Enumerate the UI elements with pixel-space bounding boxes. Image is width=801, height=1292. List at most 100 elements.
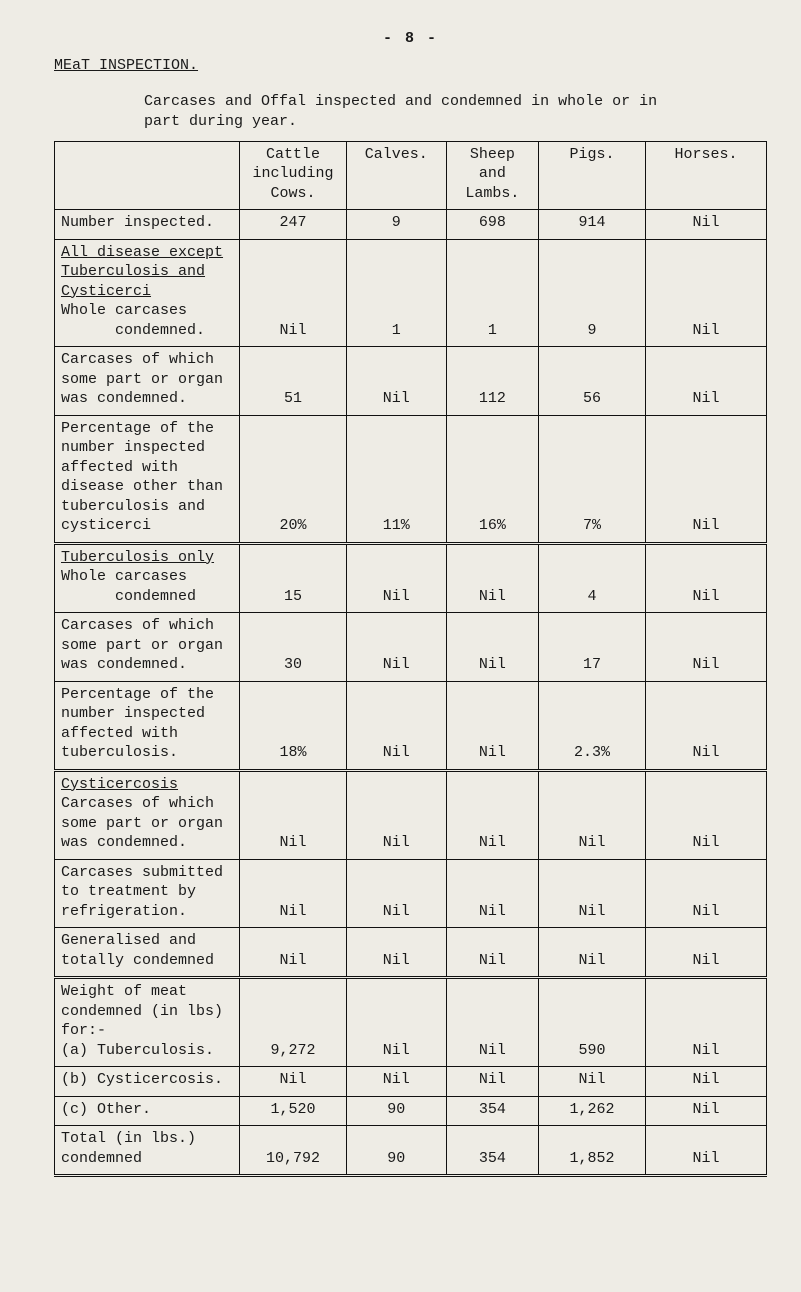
cell-c4: 56 (539, 347, 646, 416)
cell-c1: 51 (240, 347, 347, 416)
table-row: (c) Other.1,520903541,262Nil (55, 1096, 767, 1126)
cell-c1: 10,792 (240, 1126, 347, 1176)
cell-c5: Nil (645, 928, 766, 978)
cell-c2: Nil (346, 543, 446, 613)
cell-c3: 1 (446, 239, 539, 347)
table-row: Carcases of which some part or organ was… (55, 347, 767, 416)
cell-c3: Nil (446, 613, 539, 682)
cell-c4: 4 (539, 543, 646, 613)
table-row: Number inspected.2479698914Nil (55, 210, 767, 240)
cell-c3: 354 (446, 1126, 539, 1176)
table-row: (b) Cysticercosis.NilNilNilNilNil (55, 1067, 767, 1097)
cell-c4: 590 (539, 978, 646, 1067)
row-label: Percentage of the number inspected affec… (55, 415, 240, 543)
cell-c4: 17 (539, 613, 646, 682)
col-header-horses: Horses. (645, 141, 766, 210)
cell-c3: 354 (446, 1096, 539, 1126)
cell-c3: Nil (446, 978, 539, 1067)
inspection-table: Cattle including Cows. Calves. Sheep and… (54, 141, 767, 1178)
row-label: Percentage of the number inspected affec… (55, 681, 240, 770)
page-title: MEaT INSPECTION. (54, 57, 767, 74)
cell-c3: Nil (446, 543, 539, 613)
cell-c4: 7% (539, 415, 646, 543)
row-label: Tuberculosis onlyWhole carcases condemne… (55, 543, 240, 613)
col-header-pigs: Pigs. (539, 141, 646, 210)
col-header-label (55, 141, 240, 210)
cell-c1: 9,272 (240, 978, 347, 1067)
cell-c1: 247 (240, 210, 347, 240)
cell-c5: Nil (645, 770, 766, 859)
row-label: Generalised and totally condemned (55, 928, 240, 978)
cell-c3: Nil (446, 1067, 539, 1097)
cell-c1: Nil (240, 928, 347, 978)
cell-c1: 1,520 (240, 1096, 347, 1126)
cell-c2: 1 (346, 239, 446, 347)
row-label: Carcases submitted to treatment by refri… (55, 859, 240, 928)
cell-c2: 90 (346, 1096, 446, 1126)
cell-c5: Nil (645, 1126, 766, 1176)
cell-c5: Nil (645, 347, 766, 416)
cell-c3: Nil (446, 859, 539, 928)
intro-line-1: Carcases and Offal inspected and condemn… (144, 93, 657, 110)
row-label: Total (in lbs.) condemned (55, 1126, 240, 1176)
table-row: Total (in lbs.) condemned10,792903541,85… (55, 1126, 767, 1176)
cell-c4: Nil (539, 859, 646, 928)
cell-c5: Nil (645, 1067, 766, 1097)
cell-c1: Nil (240, 239, 347, 347)
cell-c4: 914 (539, 210, 646, 240)
cell-c1: 15 (240, 543, 347, 613)
cell-c3: Nil (446, 770, 539, 859)
table-row: Percentage of the number inspected affec… (55, 681, 767, 770)
cell-c2: 90 (346, 1126, 446, 1176)
table-header-row: Cattle including Cows. Calves. Sheep and… (55, 141, 767, 210)
row-label: (c) Other. (55, 1096, 240, 1126)
cell-c2: Nil (346, 681, 446, 770)
table-row: Carcases of which some part or organ was… (55, 613, 767, 682)
cell-c2: Nil (346, 613, 446, 682)
cell-c5: Nil (645, 613, 766, 682)
row-label: Carcases of which some part or organ was… (55, 613, 240, 682)
intro-text: Carcases and Offal inspected and condemn… (144, 92, 767, 133)
row-label: Number inspected. (55, 210, 240, 240)
cell-c2: Nil (346, 1067, 446, 1097)
table-row: Carcases submitted to treatment by refri… (55, 859, 767, 928)
cell-c1: Nil (240, 1067, 347, 1097)
cell-c1: Nil (240, 770, 347, 859)
cell-c5: Nil (645, 978, 766, 1067)
cell-c5: Nil (645, 681, 766, 770)
cell-c4: 2.3% (539, 681, 646, 770)
table-row: Generalised and totally condemnedNilNilN… (55, 928, 767, 978)
cell-c2: 9 (346, 210, 446, 240)
table-row: All disease exceptTuberculosis andCystic… (55, 239, 767, 347)
table-row: Weight of meat condemned (in lbs) for:-(… (55, 978, 767, 1067)
cell-c5: Nil (645, 1096, 766, 1126)
cell-c3: 112 (446, 347, 539, 416)
row-label: (b) Cysticercosis. (55, 1067, 240, 1097)
cell-c2: 11% (346, 415, 446, 543)
cell-c3: Nil (446, 928, 539, 978)
cell-c4: 1,852 (539, 1126, 646, 1176)
table-row: Tuberculosis onlyWhole carcases condemne… (55, 543, 767, 613)
table-row: Percentage of the number inspected affec… (55, 415, 767, 543)
cell-c3: Nil (446, 681, 539, 770)
cell-c2: Nil (346, 347, 446, 416)
row-label: Weight of meat condemned (in lbs) for:-(… (55, 978, 240, 1067)
cell-c3: 698 (446, 210, 539, 240)
cell-c1: 20% (240, 415, 347, 543)
cell-c2: Nil (346, 770, 446, 859)
cell-c4: 9 (539, 239, 646, 347)
cell-c1: Nil (240, 859, 347, 928)
cell-c4: Nil (539, 1067, 646, 1097)
col-header-cattle: Cattle including Cows. (240, 141, 347, 210)
col-header-sheep: Sheep and Lambs. (446, 141, 539, 210)
cell-c1: 30 (240, 613, 347, 682)
cell-c5: Nil (645, 543, 766, 613)
intro-line-2: part during year. (144, 113, 297, 130)
table-row: CysticercosisCarcases of which some part… (55, 770, 767, 859)
cell-c4: 1,262 (539, 1096, 646, 1126)
cell-c4: Nil (539, 770, 646, 859)
cell-c5: Nil (645, 859, 766, 928)
cell-c2: Nil (346, 928, 446, 978)
cell-c4: Nil (539, 928, 646, 978)
cell-c2: Nil (346, 978, 446, 1067)
